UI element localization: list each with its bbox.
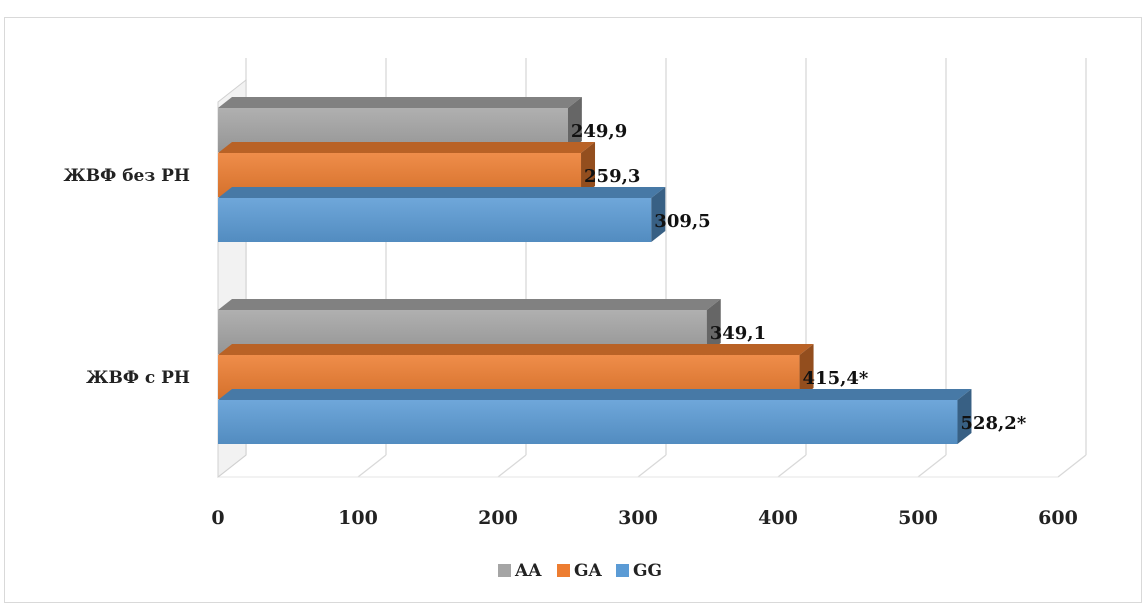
bar-top-GG [218, 187, 666, 198]
legend-label: GA [574, 561, 603, 581]
legend-swatch-AA [498, 564, 511, 577]
data-label: 528,2* [960, 413, 1026, 434]
data-label: 249,9 [571, 121, 627, 142]
bar-top-GA [218, 344, 814, 355]
data-label: 259,3 [584, 166, 640, 187]
legend-label: GG [633, 561, 662, 581]
bar-GG [218, 400, 958, 444]
legend-swatch-GA [557, 564, 570, 577]
legend-label: AA [514, 561, 542, 581]
data-label: 415,4* [803, 368, 869, 389]
floor-gridline [637, 454, 667, 478]
floor-gridline [1057, 454, 1087, 478]
category-label: ЖВФ без РН [64, 166, 191, 186]
x-tick-label: 300 [618, 507, 658, 529]
x-tick-label: 600 [1038, 507, 1078, 529]
bar-end-GG [651, 187, 666, 242]
floor-gridline [917, 454, 947, 478]
bar-top-GA [218, 142, 596, 153]
bar-top-GG [218, 389, 972, 400]
floor-gridline [777, 454, 807, 478]
data-label: 309,5 [654, 211, 710, 232]
x-tick-label: 200 [478, 507, 518, 529]
legend-swatch-GG [616, 564, 629, 577]
x-tick-label: 400 [758, 507, 798, 529]
bar-GG [218, 198, 652, 242]
floor-gridline [357, 454, 387, 478]
bar-end-AA [567, 97, 582, 152]
bar-end-GA [799, 344, 814, 399]
bar-top-AA [218, 299, 721, 310]
x-tick-label: 500 [898, 507, 938, 529]
bar-top-AA [218, 97, 582, 108]
category-label: ЖВФ с РН [86, 368, 190, 388]
floor-gridline [497, 454, 527, 478]
bar-end-GA [581, 142, 596, 197]
x-tick-label: 100 [338, 507, 378, 529]
data-label: 349,1 [710, 323, 766, 344]
bar-end-GG [957, 389, 972, 444]
x-tick-label: 0 [211, 507, 224, 529]
bar-end-AA [706, 299, 721, 354]
